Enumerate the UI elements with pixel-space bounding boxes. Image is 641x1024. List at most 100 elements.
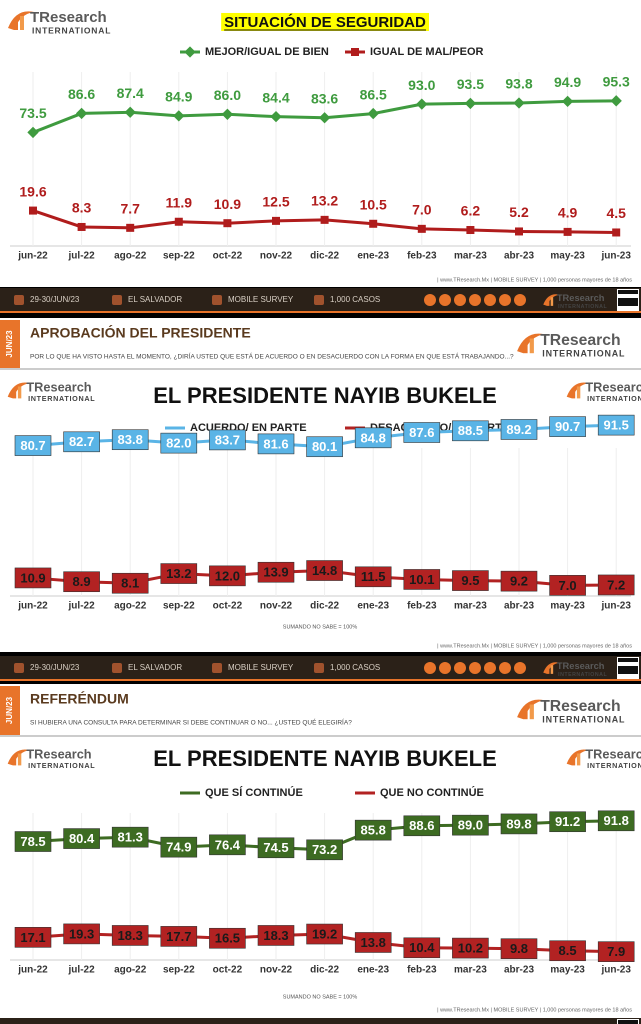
logo-name: TResearch [585, 747, 641, 762]
logo-name: TResearch [26, 380, 91, 395]
value-box [403, 937, 441, 959]
x-tick-label: ago-22 [114, 601, 147, 612]
value-box [111, 429, 149, 451]
logo-sub: INTERNATIONAL [587, 394, 641, 403]
qr-cell [626, 290, 630, 294]
value-label: 89.8 [506, 816, 531, 831]
value-label: 86.6 [68, 86, 95, 102]
value-box [549, 940, 586, 962]
logo-sub: INTERNATIONAL [558, 304, 607, 310]
qr-cell [622, 302, 626, 306]
value-box [354, 819, 392, 841]
logo-sub: INTERNATIONAL [28, 394, 95, 403]
logo-bar [571, 756, 576, 766]
social-icon [499, 662, 511, 674]
qr-cell [626, 302, 630, 306]
social-icon [424, 294, 436, 306]
x-tick-label: jun-23 [600, 251, 631, 262]
value-label: 13.8 [361, 935, 386, 950]
logo-bar [576, 753, 581, 766]
legend-label: ACUERDO/ EN PARTE [190, 422, 307, 434]
value-label: 83.8 [118, 432, 143, 447]
info-text: MOBILE SURVEY [228, 295, 294, 304]
point-marker [515, 227, 523, 236]
value-label: 91.5 [604, 418, 629, 433]
value-label: 7.0 [559, 578, 577, 593]
x-tick-label: sep-22 [163, 965, 195, 976]
qr-cell [634, 658, 638, 662]
qr-cell [630, 290, 634, 294]
value-label: 95.3 [603, 74, 630, 90]
value-box [306, 436, 343, 458]
value-label: 83.7 [215, 432, 240, 447]
logo-sub: INTERNATIONAL [542, 349, 625, 359]
qr-cell [634, 298, 638, 302]
x-tick-label: jul-22 [68, 965, 96, 976]
value-box [549, 811, 586, 833]
x-tick-label: feb-23 [407, 251, 437, 262]
value-label: 13.2 [311, 193, 338, 209]
credit-line: | www.TResearch.Mx | MOBILE SURVEY | 1,0… [437, 1007, 632, 1013]
value-label: 10.5 [360, 196, 387, 212]
value-box [111, 826, 149, 848]
x-tick-label: abr-23 [504, 251, 534, 262]
value-box [403, 569, 441, 590]
qr-cell [634, 670, 638, 674]
legend-marker [351, 48, 359, 56]
qr-cell [630, 302, 634, 306]
value-label: 8.5 [559, 943, 577, 958]
value-box [597, 414, 635, 436]
logo-bar [576, 386, 581, 399]
value-label: 4.5 [606, 205, 626, 221]
qr-cell [626, 1020, 630, 1024]
x-tick-label: ene-23 [357, 601, 389, 612]
value-box [63, 923, 100, 945]
logo-name: TResearch [557, 293, 605, 303]
x-tick-label: oct-22 [213, 601, 243, 612]
value-label: 5.2 [509, 204, 529, 220]
x-tick-label: jun-23 [600, 601, 631, 612]
logo-sub: INTERNATIONAL [32, 25, 111, 35]
logo-name: TResearch [585, 380, 641, 395]
value-label: 9.8 [510, 941, 528, 956]
value-label: 80.1 [312, 439, 337, 454]
logo-name: TResearch [557, 661, 605, 671]
chart-panel [0, 0, 641, 287]
social-icon [499, 294, 511, 306]
value-box [306, 839, 343, 861]
value-label: 19.6 [19, 183, 46, 199]
point-marker [29, 206, 37, 215]
value-box [14, 927, 52, 948]
x-tick-label: mar-23 [454, 251, 487, 262]
value-label: 85.8 [361, 823, 386, 838]
value-box [500, 570, 538, 592]
logo-sub: INTERNATIONAL [587, 761, 641, 770]
x-tick-label: feb-23 [407, 601, 437, 612]
qr-cell [622, 298, 626, 302]
value-box [257, 925, 295, 946]
info-icon [212, 663, 222, 673]
x-tick-label: dic-22 [310, 601, 339, 612]
value-label: 73.2 [312, 842, 337, 857]
value-label: 84.9 [165, 89, 192, 105]
chart-title: SITUACIÓN DE SEGURIDAD [224, 13, 426, 31]
social-icon [484, 294, 496, 306]
qr-cell [630, 298, 634, 302]
value-label: 84.4 [262, 89, 289, 105]
value-label: 80.4 [69, 831, 95, 846]
value-label: 88.6 [409, 818, 434, 833]
x-tick-label: ene-23 [357, 965, 389, 976]
legend-label: QUE NO CONTINÚE [380, 786, 484, 799]
value-label: 13.2 [166, 566, 191, 581]
x-tick-label: jul-22 [68, 601, 96, 612]
value-box [160, 563, 198, 584]
value-box [452, 420, 489, 442]
logo-bar [546, 667, 550, 674]
social-icon [424, 662, 436, 674]
x-tick-label: may-23 [550, 965, 585, 976]
value-box [500, 419, 538, 440]
